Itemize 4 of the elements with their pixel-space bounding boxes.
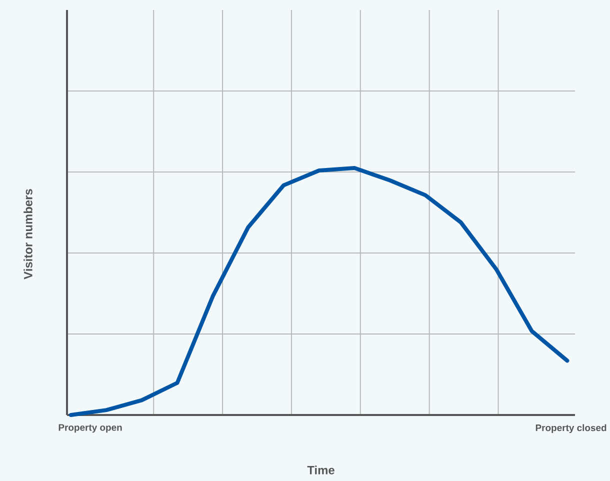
y-axis-title: Visitor numbers [24, 189, 32, 280]
text: Property closed [536, 424, 606, 434]
text: Property open [58, 424, 122, 433]
x-axis-title: Time [307, 466, 334, 474]
